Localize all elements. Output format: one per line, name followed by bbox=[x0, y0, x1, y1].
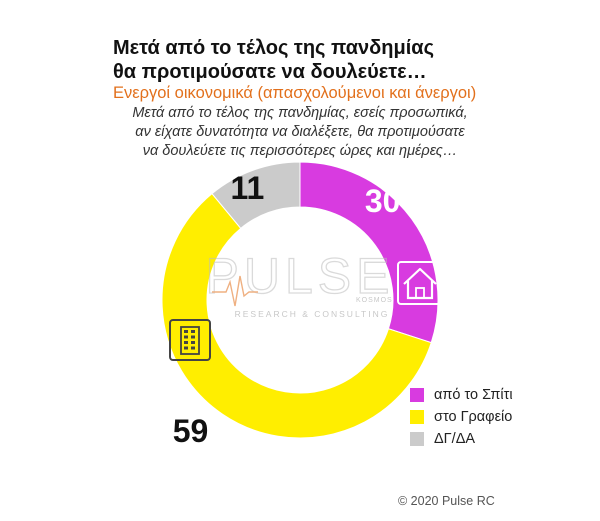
legend-label-dk-na: ΔΓ/ΔΑ bbox=[434, 431, 476, 447]
legend-swatch-dk-na bbox=[410, 432, 424, 446]
donut-slices bbox=[161, 161, 439, 439]
chart-subtitle: Ενεργοί οικονομικά (απασχολούμενοι και ά… bbox=[113, 84, 477, 102]
house-icon bbox=[397, 261, 443, 305]
slice-labels: 30 59 11 bbox=[173, 170, 401, 449]
legend-label-home: από το Σπίτι bbox=[434, 387, 513, 403]
watermark: PULSE KOSMOS RESEARCH & CONSULTING bbox=[205, 247, 395, 319]
slice-dk-na bbox=[211, 161, 301, 230]
slice-icons bbox=[169, 261, 443, 361]
legend-item-home: από το Σπίτι bbox=[410, 384, 513, 406]
copyright-notice: © 2020 Pulse RC bbox=[398, 494, 495, 508]
question-line-3: να δουλεύετε τις περισσότερες ώρες και η… bbox=[142, 143, 458, 159]
office-building-icon bbox=[169, 319, 211, 361]
data-label-dk-na: 11 bbox=[230, 170, 264, 206]
data-label-office: 59 bbox=[173, 413, 209, 449]
legend: από το Σπίτι στο Γραφείο ΔΓ/ΔΑ bbox=[410, 384, 513, 450]
legend-swatch-home bbox=[410, 388, 424, 402]
question-line-1: Μετά από το τέλος της πανδημίας, εσείς π… bbox=[132, 105, 468, 121]
title-line-2: θα προτιμούσατε να δουλεύετε… bbox=[113, 61, 427, 83]
watermark-pulse-line bbox=[212, 275, 258, 307]
legend-item-office: στο Γραφείο bbox=[410, 406, 513, 428]
legend-item-dk-na: ΔΓ/ΔΑ bbox=[410, 428, 513, 450]
watermark-brand: PULSE bbox=[206, 248, 395, 304]
slice-home bbox=[299, 161, 439, 344]
chart-title: Μετά από το τέλος της πανδημίας θα προτι… bbox=[113, 36, 533, 84]
slice-office bbox=[161, 192, 432, 439]
watermark-small: KOSMOS bbox=[356, 297, 393, 304]
data-label-home: 30 bbox=[365, 183, 401, 219]
question-line-2: αν είχατε δυνατότητα να διαλέξετε, θα πρ… bbox=[135, 124, 465, 140]
legend-swatch-office bbox=[410, 410, 424, 424]
legend-label-office: στο Γραφείο bbox=[434, 409, 513, 425]
title-line-1: Μετά από το τέλος της πανδημίας bbox=[113, 37, 435, 59]
watermark-tagline: RESEARCH & CONSULTING bbox=[235, 309, 390, 319]
survey-question: Μετά από το τέλος της πανδημίας, εσείς π… bbox=[100, 104, 500, 161]
